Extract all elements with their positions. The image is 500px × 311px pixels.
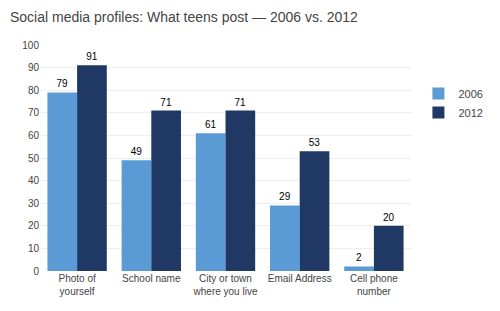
svg-text:71: 71 (235, 97, 247, 108)
svg-text:100: 100 (22, 40, 39, 51)
svg-text:80: 80 (28, 85, 40, 96)
svg-text:79: 79 (56, 78, 68, 89)
svg-text:60: 60 (28, 130, 40, 141)
svg-text:Cell phonenumber: Cell phonenumber (350, 273, 398, 297)
svg-text:50: 50 (28, 153, 40, 164)
svg-text:53: 53 (309, 137, 321, 148)
svg-text:29: 29 (279, 191, 291, 202)
svg-text:2006: 2006 (458, 88, 482, 100)
svg-text:0: 0 (33, 266, 39, 277)
svg-text:70: 70 (28, 107, 40, 118)
svg-text:School name: School name (122, 273, 181, 284)
svg-text:2012: 2012 (458, 107, 482, 119)
svg-text:61: 61 (205, 119, 217, 130)
svg-text:30: 30 (28, 198, 40, 209)
svg-text:City or townwhere you live: City or townwhere you live (193, 273, 258, 297)
svg-text:Social media profiles: What te: Social media profiles: What teens post —… (10, 9, 358, 25)
svg-text:Photo ofyourself: Photo ofyourself (58, 273, 95, 297)
svg-text:49: 49 (131, 146, 143, 157)
svg-text:20: 20 (28, 220, 40, 231)
svg-text:91: 91 (86, 51, 98, 62)
svg-text:40: 40 (28, 175, 40, 186)
svg-text:2: 2 (356, 252, 362, 263)
svg-text:90: 90 (28, 62, 40, 73)
svg-text:20: 20 (383, 212, 395, 223)
svg-text:10: 10 (28, 243, 40, 254)
svg-text:71: 71 (160, 97, 172, 108)
svg-text:Email Address: Email Address (268, 273, 332, 284)
